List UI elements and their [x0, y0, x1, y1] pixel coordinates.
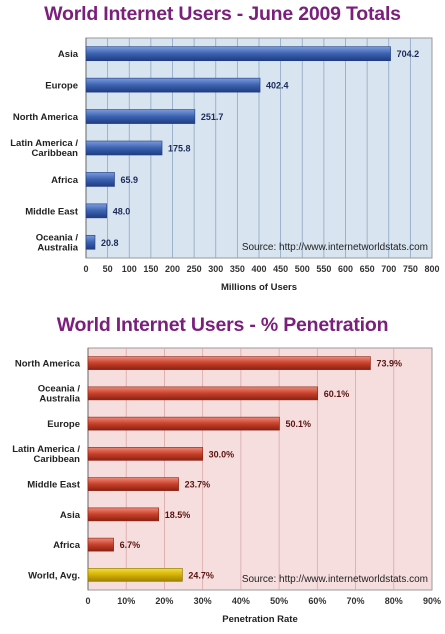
chart2-value-label: 18.5% — [165, 510, 191, 520]
chart1-value-label: 48.0 — [113, 206, 131, 216]
chart1-category-label: Africa — [51, 175, 79, 186]
chart1-title: World Internet Users - June 2009 Totals — [44, 3, 401, 25]
chart1-value-label: 251.7 — [201, 112, 224, 122]
chart2-source: Source: http://www.internetworldstats.co… — [242, 574, 428, 585]
chart2-background — [87, 347, 433, 591]
chart2-value-label: 23.7% — [185, 480, 211, 490]
chart1-tick-label: 100 — [122, 264, 137, 274]
chart1-tick-label: 150 — [143, 264, 158, 274]
chart1-value-label: 20.8 — [101, 238, 119, 248]
chart2-value-label: 6.7% — [120, 540, 141, 550]
chart2-tick-label: 70% — [347, 596, 365, 606]
chart2-bar — [87, 507, 160, 522]
chart2-bar — [87, 386, 319, 401]
chart2-tick-label: 60% — [308, 596, 326, 606]
chart2-bar — [87, 356, 371, 370]
chart1-bar — [85, 234, 96, 250]
chart2-bar — [87, 568, 183, 582]
chart2-tick-label: 20% — [155, 596, 173, 606]
chart1-tick-label: 750 — [403, 264, 418, 274]
chart2-bar — [87, 537, 114, 552]
chart2-category-label: Europe — [47, 419, 80, 430]
chart1-value-label: 704.2 — [397, 49, 420, 59]
chart1-category-label: Latin America / Caribbean — [10, 138, 78, 159]
chart2-x-axis-label: Penetration Rate — [222, 614, 298, 625]
chart2-value-label: 60.1% — [324, 389, 350, 399]
chart1-value-label: 402.4 — [266, 81, 289, 91]
chart1-bar — [85, 203, 108, 219]
chart2-category-label: North America — [15, 359, 81, 370]
chart1-value-label: 65.9 — [121, 175, 139, 185]
chart1-bar — [85, 46, 391, 62]
chart2-bar — [87, 477, 179, 491]
chart2-tick-label: 90% — [423, 596, 441, 606]
chart1-category-label: Europe — [45, 81, 78, 92]
chart1-tick-label: 400 — [251, 264, 266, 274]
chart2-bar — [87, 416, 280, 431]
chart2-bar — [87, 447, 203, 461]
chart2-category-label: Oceania / Australia — [38, 383, 81, 404]
chart1-value-label: 175.8 — [168, 144, 191, 154]
chart1-tick-label: 200 — [165, 264, 180, 274]
chart1-bar — [85, 140, 163, 156]
chart1-tick-label: 50 — [103, 264, 113, 274]
chart2-tick-label: 80% — [385, 596, 403, 606]
chart2-title: World Internet Users - % Penetration — [56, 314, 389, 336]
chart1-tick-label: 550 — [316, 264, 331, 274]
chart2-tick-label: 10% — [117, 596, 135, 606]
chart2-value-label: 24.7% — [188, 570, 214, 580]
chart1-bar — [85, 172, 115, 187]
chart1-category-label: Middle East — [25, 206, 79, 217]
chart2-category-label: Africa — [53, 540, 81, 551]
chart1-x-axis-label: Millions of Users — [221, 282, 297, 293]
chart2-value-label: 50.1% — [285, 419, 311, 429]
chart1-tick-label: 650 — [360, 264, 375, 274]
chart2-category-label: Middle East — [27, 480, 81, 491]
chart2-category-label: Asia — [60, 510, 81, 521]
chart2-tick-label: 0 — [85, 596, 90, 606]
chart1-category-label: North America — [13, 112, 79, 123]
chart1-source: Source: http://www.internetworldstats.co… — [242, 242, 428, 253]
chart1-tick-label: 300 — [208, 264, 223, 274]
chart2-value-label: 30.0% — [209, 449, 235, 459]
chart1-tick-label: 800 — [424, 264, 439, 274]
chart1-tick-label: 250 — [187, 264, 202, 274]
chart2-category-label: World, Avg. — [28, 570, 80, 581]
chart2-tick-label: 40% — [232, 596, 250, 606]
chart1-tick-label: 350 — [230, 264, 245, 274]
chart1-tick-label: 0 — [83, 264, 88, 274]
chart1-category-label: Oceania / Australia — [36, 232, 79, 253]
chart1-tick-label: 500 — [295, 264, 310, 274]
chart1-tick-label: 700 — [381, 264, 396, 274]
chart1-bar — [85, 109, 196, 124]
chart2-value-label: 73.9% — [376, 359, 402, 369]
chart2-category-label: Latin America / Caribbean — [12, 444, 80, 465]
chart1-tick-label: 450 — [273, 264, 288, 274]
chart2-tick-label: 50% — [270, 596, 288, 606]
chart2-tick-label: 30% — [194, 596, 212, 606]
chart1-bar — [85, 77, 261, 93]
chart1-tick-label: 600 — [338, 264, 353, 274]
chart1-category-label: Asia — [58, 49, 79, 60]
